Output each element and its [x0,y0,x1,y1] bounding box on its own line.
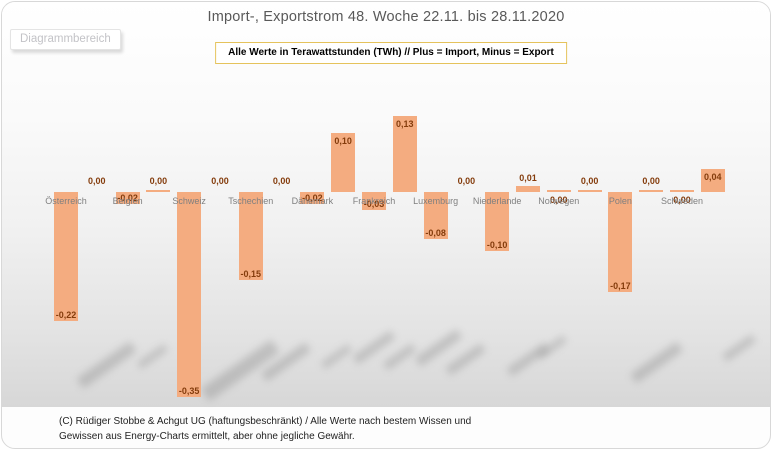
bar-Polen-series_1[interactable] [608,192,633,292]
category-label-Schweden: Schweden [660,196,704,206]
category-label-Tschechien: Tschechien [228,196,274,206]
bar-Schweden-series_2[interactable] [700,169,725,192]
bar-value-label: 0,00 [642,176,660,186]
zero-bar-tick [146,190,171,192]
bar-floor-shadow [76,341,137,389]
bar-value-label: 0,00 [272,176,291,186]
chart-subtitle: Alle Werte in Terawattstunden (TWh) // P… [215,42,567,64]
copyright-line-1: (C) Rüdiger Stobbe & Achgut UG (haftungs… [59,416,472,427]
bar-Schweiz-series_1[interactable] [177,192,202,397]
zero-bar-tick [670,190,694,192]
zero-bar-tick [546,190,571,192]
bar-value-label: -0,02 [117,193,138,203]
category-label-Dänemark: Dänemark [291,196,334,206]
bar-Niederlande-series_2[interactable] [516,186,540,192]
bar-value-label: 0,10 [334,136,352,146]
bar-value-label: 0,00 [88,176,106,186]
category-label-Niederlande: Niederlande [472,196,522,206]
bar-value-label: -0,15 [240,269,262,279]
bar-floor-shadow [721,334,757,362]
bar-Österreich-series_1[interactable] [54,192,78,321]
category-label-Frankreich: Frankreich [352,196,396,206]
copyright-line-2: Gewissen aus Energy-Charts ermittelt, ab… [59,431,355,442]
bar-Niederlande-series_1[interactable] [485,192,510,251]
plot-area-background [2,2,770,407]
bar-value-label: 0,00 [550,195,568,205]
category-label-Norwegen: Norwegen [538,196,580,206]
bar-Dänemark-series_2[interactable] [331,133,356,192]
bar-value-label: -0,22 [55,310,77,320]
bar-Frankreich-series_2[interactable] [392,116,417,192]
bar-value-label: 0,00 [211,176,229,186]
zero-bar-tick [639,190,664,192]
category-label-Österreich: Österreich [45,196,87,206]
zero-bar-tick [577,190,602,192]
chart-title: Import-, Exportstrom 48. Woche 22.11. bi… [207,9,565,25]
bar-value-label: -0,17 [610,281,631,291]
bar-floor-shadow [630,341,684,384]
bar-value-label: -0,35 [178,386,200,396]
bar-floor-shadow [382,344,416,371]
bar-value-label: 0,00 [457,176,476,186]
bar-value-label: 0,04 [704,172,722,182]
bar-floor-shadow [444,343,486,376]
bar-Luxemburg-series_1[interactable] [423,192,448,239]
bar-value-label: -0,02 [302,193,323,203]
bar-value-label: -0,10 [486,240,508,250]
chart-area-tooltip: Diagrammbereich [10,29,121,50]
bar-value-label: 0,13 [396,119,414,129]
bar-Belgien-series_1[interactable] [115,192,140,204]
bar-value-label: 0,00 [673,195,691,205]
category-label-Luxemburg: Luxemburg [413,196,459,206]
category-label-Schweiz: Schweiz [172,196,206,206]
bar-floor-shadow [136,344,168,370]
bar-value-label: 0,00 [149,176,168,186]
bar-value-label: -0,08 [425,228,446,238]
category-label-Belgien: Belgien [112,196,143,206]
bar-value-label: -0,03 [363,199,385,209]
category-label-Polen: Polen [608,196,632,206]
copyright-note: (C) Rüdiger Stobbe & Achgut UG (haftungs… [59,414,471,444]
bar-value-label: 0,00 [580,176,599,186]
bar-Tschechien-series_1[interactable] [238,192,263,280]
tooltip-label: Diagrammbereich [20,33,111,45]
bar-value-label: 0,01 [519,173,537,183]
bar-floor-shadow [321,344,353,370]
bar-Frankreich-series_1[interactable] [362,192,386,210]
bar-Dänemark-series_1[interactable] [300,192,325,204]
